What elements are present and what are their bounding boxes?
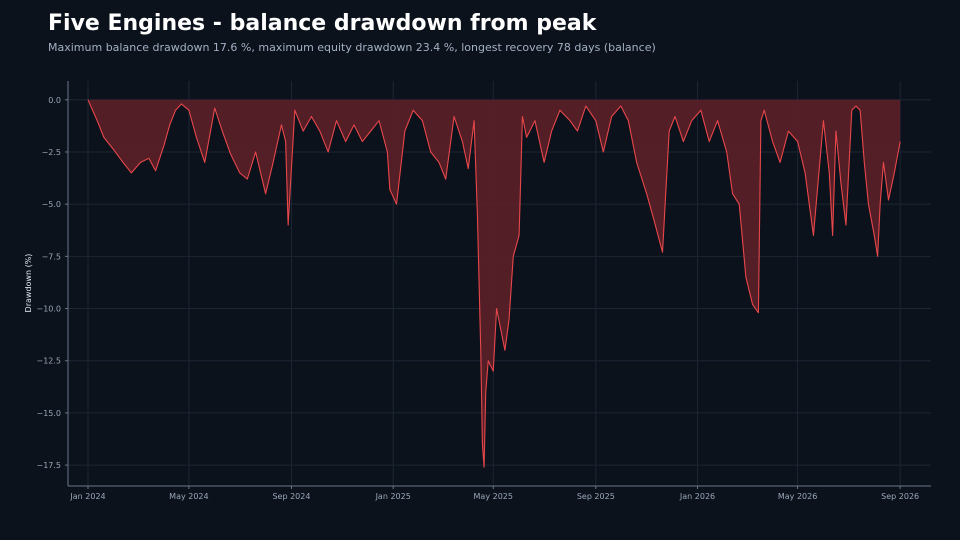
- chart-subtitle: Maximum balance drawdown 17.6 %, maximum…: [48, 41, 656, 54]
- y-tick-label: −12.5: [36, 357, 61, 366]
- y-tick-label: −5.0: [42, 200, 61, 209]
- y-tick-label: −17.5: [36, 461, 61, 470]
- x-tick-label: Sep 2024: [272, 492, 310, 501]
- x-tick-label: Sep 2025: [577, 492, 615, 501]
- x-tick-label: May 2026: [778, 492, 817, 501]
- y-tick-label: −7.5: [42, 252, 61, 261]
- chart-title: Five Engines - balance drawdown from pea…: [48, 11, 597, 36]
- axes: 0.0 −2.5 −5.0 −7.5 −10.0 −12.5 −15.0 −17.5 Jan 2…: [36, 81, 931, 501]
- x-tick-label: Jan 2025: [375, 492, 411, 501]
- grid: [68, 81, 931, 486]
- drawdown-area: [88, 99, 901, 468]
- x-tick-label: Sep 2026: [881, 492, 919, 501]
- x-tick-label: Jan 2024: [69, 492, 105, 501]
- drawdown-line: [87, 99, 901, 468]
- y-tick-label: −15.0: [36, 409, 61, 418]
- x-tick-label: Jan 2026: [679, 492, 715, 501]
- y-tick-label: −10.0: [36, 305, 61, 314]
- x-tick-label: May 2025: [474, 492, 513, 501]
- y-tick-label: 0.0: [48, 96, 61, 105]
- plot-area: [87, 99, 901, 468]
- y-tick-label: −2.5: [42, 148, 61, 157]
- x-tick-label: May 2024: [169, 492, 208, 501]
- y-axis-label: Drawdown (%): [24, 254, 33, 313]
